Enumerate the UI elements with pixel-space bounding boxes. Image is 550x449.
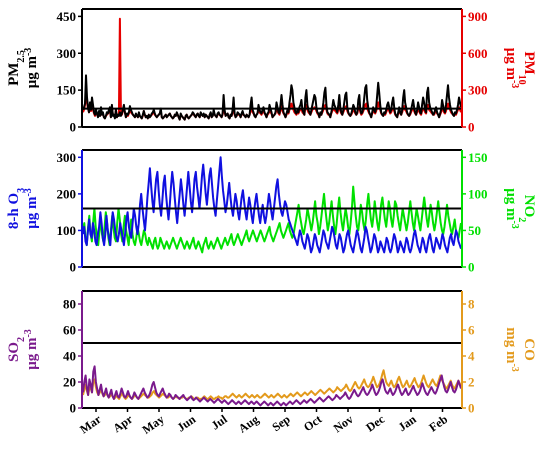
right-tick-label: 50 (468, 223, 481, 238)
series-line-o3no2-left (82, 156, 462, 254)
month-label-jan: Jan (395, 412, 419, 434)
left-axis-unit-so2co: μg m-3 (23, 329, 41, 370)
right-tick-label: 300 (468, 83, 488, 98)
left-tick-label: 200 (57, 186, 77, 201)
left-tick-label: 0 (70, 401, 77, 416)
left-axis-unit-pm: μg m-3 (23, 48, 41, 89)
series-line-pm-right (82, 17, 462, 121)
left-tick-label: 0 (70, 120, 77, 135)
month-label-mar: Mar (77, 412, 104, 437)
left-tick-label: 300 (57, 46, 77, 61)
month-label-aug: Aug (236, 412, 262, 436)
right-tick-label: 600 (468, 46, 488, 61)
left-tick-label: 450 (57, 9, 77, 24)
left-tick-label: 150 (57, 83, 77, 98)
right-axis-label-so2co: CO (521, 338, 537, 361)
right-tick-label: 900 (468, 9, 488, 24)
right-tick-label: 150 (468, 150, 488, 165)
series-line-o3no2-right (82, 185, 462, 254)
left-axis-label-so2co: SO2 (6, 337, 27, 362)
right-tick-label: 6 (468, 323, 475, 338)
left-axis-label-o3no2: 8-h O3 (6, 188, 27, 229)
right-tick-label: 4 (468, 349, 475, 364)
right-axis-unit-o3no2: μg m-3 (503, 188, 521, 229)
left-tick-label: 40 (63, 349, 76, 364)
right-tick-label: 0 (468, 120, 475, 135)
left-tick-label: 80 (63, 297, 76, 312)
right-tick-label: 0 (468, 260, 475, 275)
month-label-nov: Nov (331, 412, 356, 435)
right-tick-label: 2 (468, 375, 475, 390)
left-tick-label: 100 (57, 223, 77, 238)
month-label-oct: Oct (301, 412, 324, 434)
month-label-may: May (140, 412, 167, 437)
right-axis-label-o3no2: NO2 (517, 195, 538, 223)
left-axis-unit-o3no2: μg m-3 (23, 188, 41, 229)
left-tick-label: 20 (63, 375, 76, 390)
right-tick-label: 8 (468, 297, 475, 312)
left-tick-label: 300 (57, 150, 77, 165)
month-label-sep: Sep (269, 412, 293, 434)
month-label-jul: Jul (209, 412, 231, 433)
series-line-so2co-left (82, 365, 462, 407)
right-axis-label-pm: PM10 (517, 51, 538, 84)
left-tick-label: 60 (63, 323, 76, 338)
right-tick-label: 100 (468, 186, 488, 201)
left-tick-label: 0 (70, 260, 77, 275)
month-label-feb: Feb (426, 412, 450, 435)
month-label-jun: Jun (174, 412, 198, 435)
right-axis-unit-so2co: mg m-3 (503, 327, 521, 372)
month-axis: Mar Apr May Jun Jul Aug Sep Oct Nov Dec Jan Feb (77, 408, 450, 437)
right-tick-label: 0 (468, 401, 475, 416)
right-axis-unit-pm: μg m-3 (503, 48, 521, 89)
month-label-apr: Apr (110, 412, 136, 436)
series-line-pm-left (82, 74, 462, 121)
month-label-dec: Dec (363, 412, 387, 435)
left-axis-label-pm: PM2.5 (6, 50, 27, 86)
